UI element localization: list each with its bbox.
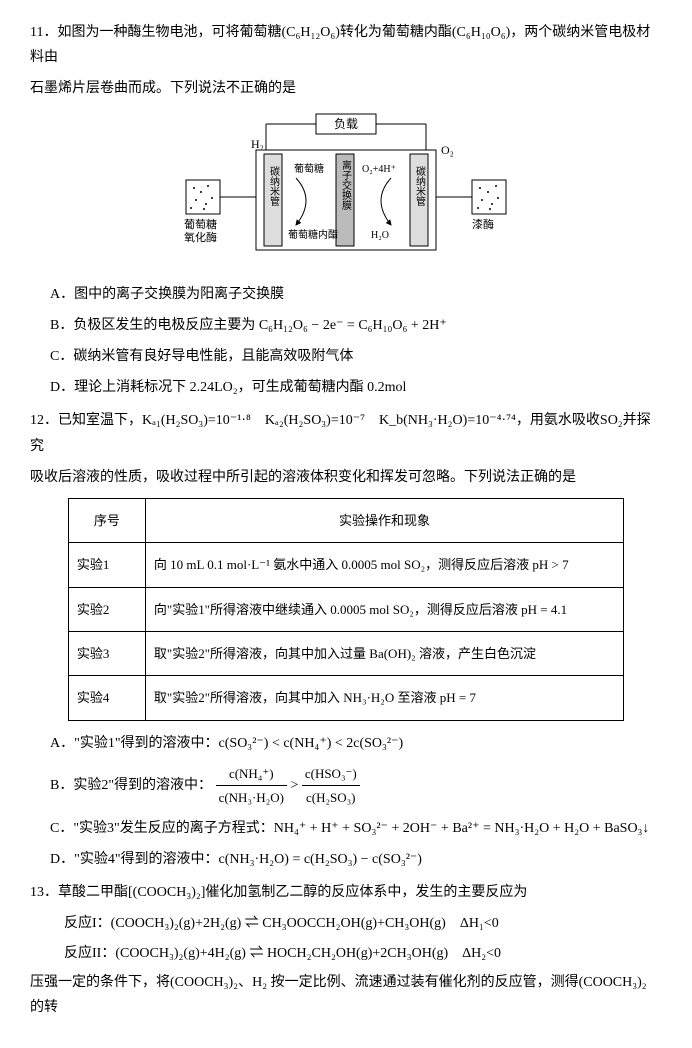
q12-b-pre: B．实验2"得到的溶液中：: [50, 778, 212, 793]
table-row: 实验1 向 10 mL 0.1 mol·L⁻¹ 氨水中通入 0.0005 mol…: [68, 543, 623, 587]
diagram-o2: O₂: [441, 143, 454, 157]
q11-diagram: 负载 H₂ O₂ 碳纳米管 碳纳米管 离子交换膜 葡萄糖 葡萄糖内酯 O₂+4H…: [166, 110, 526, 270]
diagram-h2o: H₂O: [371, 230, 389, 241]
diagram-o24h: O₂+4H⁺: [362, 164, 396, 175]
q13-stem-text: 草酸二甲酯[(COOCH₃)₂]催化加氢制乙二醇的反应体系中，发生的主要反应为: [58, 885, 527, 900]
q11-choice-b: B．负极区发生的电极反应主要为 C₆H₁₂O₆ − 2e⁻ = C₆H₁₀O₆ …: [50, 313, 662, 338]
q12-number: 12．: [30, 413, 58, 428]
q12-choice-b: B．实验2"得到的溶液中： c(NH₄⁺) c(NH₃·H₂O) > c(HSO…: [50, 762, 662, 810]
q12-r3c2: 取"实验2"所得溶液，向其中加入过量 Ba(OH)₂ 溶液，产生白色沉淀: [145, 632, 623, 676]
q12-r2c2: 向"实验1"所得溶液中继续通入 0.0005 mol SO₂，测得反应后溶液 p…: [145, 587, 623, 631]
q13-rxn1: 反应I：(COOCH₃)₂(g)+2H₂(g) ⇌ CH₃OOCCH₂OH(g)…: [64, 911, 662, 936]
diagram-load: 负载: [334, 117, 358, 131]
diagram-enzyme-r: 漆酶: [472, 218, 494, 231]
question-13: 13．草酸二甲酯[(COOCH₃)₂]催化加氢制乙二醇的反应体系中，发生的主要反…: [30, 880, 662, 1020]
q12-th1: 序号: [68, 498, 145, 542]
q11-choice-a: A．图中的离子交换膜为阳离子交换膜: [50, 282, 662, 307]
diagram-tube-r: 碳纳米管: [414, 164, 426, 206]
q11-stem: 11．如图为一种酶生物电池，可将葡萄糖(C₆H₁₂O₆)转化为葡萄糖内酯(C₆H…: [30, 20, 662, 70]
q13-tail: 压强一定的条件下，将(COOCH₃)₂、H₂ 按一定比例、流速通过装有催化剂的反…: [30, 970, 662, 1020]
q13-number: 13．: [30, 885, 58, 900]
q12-choice-d: D．"实验4"得到的溶液中：c(NH₃·H₂O) = c(H₂SO₃) − c(…: [50, 847, 662, 872]
q12-b-frac2: c(HSO₃⁻) c(H₂SO₃): [302, 762, 360, 810]
q12-choice-a: A．"实验1"得到的溶液中：c(SO₃²⁻) < c(NH₄⁺) < 2c(SO…: [50, 731, 662, 756]
q12-r1c2: 向 10 mL 0.1 mol·L⁻¹ 氨水中通入 0.0005 mol SO₂…: [145, 543, 623, 587]
q12-stem: 12．已知室温下，Kₐ₁(H₂SO₃)=10⁻¹·⁸ Kₐ₂(H₂SO₃)=10…: [30, 408, 662, 458]
q12-choice-c: C．"实验3"发生反应的离子方程式：NH₄⁺ + H⁺ + SO₃²⁻ + 2O…: [50, 816, 662, 841]
q13-rxn2: 反应II：(COOCH₃)₂(g)+4H₂(g) ⇌ HOCH₂CH₂OH(g)…: [64, 941, 662, 966]
diagram-glucose: 葡萄糖: [294, 162, 324, 175]
q11-stem-line1: 如图为一种酶生物电池，可将葡萄糖(C₆H₁₂O₆)转化为葡萄糖内酯(C₆H₁₀O…: [30, 25, 650, 65]
diagram-membrane: 离子交换膜: [340, 158, 352, 210]
q12-r1c1: 实验1: [68, 543, 145, 587]
q12-r3c1: 实验3: [68, 632, 145, 676]
q12-stem-line2: 吸收后溶液的性质，吸收过程中所引起的溶液体积变化和挥发可忽略。下列说法正确的是: [30, 465, 662, 490]
q12-r4c2: 取"实验2"所得溶液，向其中加入 NH₃·H₂O 至溶液 pH = 7: [145, 676, 623, 720]
q12-stem-line1: 已知室温下，Kₐ₁(H₂SO₃)=10⁻¹·⁸ Kₐ₂(H₂SO₃)=10⁻⁷ …: [30, 413, 651, 453]
q12-r4c1: 实验4: [68, 676, 145, 720]
table-row: 实验3 取"实验2"所得溶液，向其中加入过量 Ba(OH)₂ 溶液，产生白色沉淀: [68, 632, 623, 676]
q12-b-f2-den: c(H₂SO₃): [302, 786, 360, 809]
q12-b-f1-den: c(NH₃·H₂O): [216, 786, 287, 809]
q13-stem: 13．草酸二甲酯[(COOCH₃)₂]催化加氢制乙二醇的反应体系中，发生的主要反…: [30, 880, 662, 905]
q11-number: 11．: [30, 25, 57, 40]
q12-b-f1-num: c(NH₄⁺): [216, 762, 287, 786]
q12-table: 序号 实验操作和现象 实验1 向 10 mL 0.1 mol·L⁻¹ 氨水中通入…: [68, 498, 624, 721]
diagram-enzyme-l: 葡萄糖氧化酶: [184, 217, 217, 244]
q11-choice-c: C．碳纳米管有良好导电性能，且能高效吸附气体: [50, 344, 662, 369]
q12-b-f2-num: c(HSO₃⁻): [302, 762, 360, 786]
diagram-tube-l: 碳纳米管: [268, 164, 280, 206]
diagram-lactone: 葡萄糖内酯: [288, 228, 338, 241]
table-row: 实验2 向"实验1"所得溶液中继续通入 0.0005 mol SO₂，测得反应后…: [68, 587, 623, 631]
q12-b-mid: >: [290, 778, 301, 793]
q12-r2c1: 实验2: [68, 587, 145, 631]
table-row: 实验4 取"实验2"所得溶液，向其中加入 NH₃·H₂O 至溶液 pH = 7: [68, 676, 623, 720]
diagram-h2: H₂: [251, 137, 264, 151]
question-12: 12．已知室温下，Kₐ₁(H₂SO₃)=10⁻¹·⁸ Kₐ₂(H₂SO₃)=10…: [30, 408, 662, 872]
q12-b-frac1: c(NH₄⁺) c(NH₃·H₂O): [216, 762, 287, 810]
q11-choice-d: D．理论上消耗标况下 2.24LO₂，可生成葡萄糖内酯 0.2mol: [50, 375, 662, 400]
question-11: 11．如图为一种酶生物电池，可将葡萄糖(C₆H₁₂O₆)转化为葡萄糖内酯(C₆H…: [30, 20, 662, 400]
q12-th2: 实验操作和现象: [145, 498, 623, 542]
q11-stem-line2: 石墨烯片层卷曲而成。下列说法不正确的是: [30, 76, 662, 101]
